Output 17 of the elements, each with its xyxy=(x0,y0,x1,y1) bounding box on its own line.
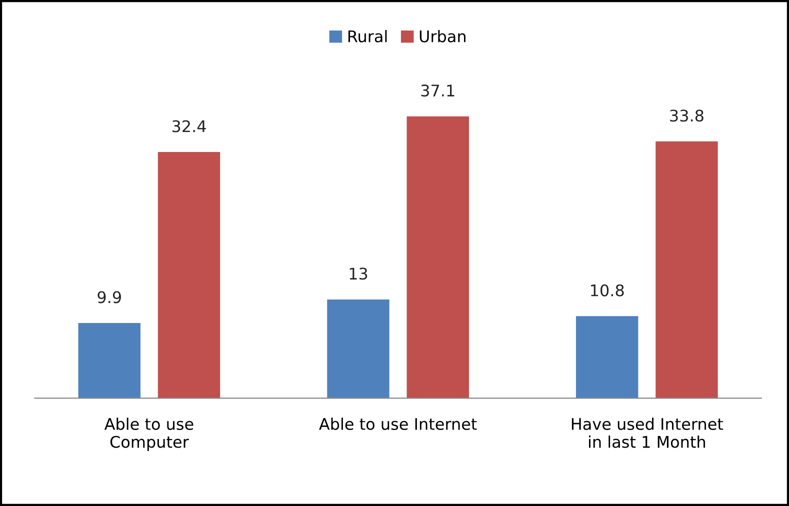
data-label: 13 xyxy=(350,268,368,280)
x-tick-label: Have used Internet in last 1 Month xyxy=(572,418,724,448)
bar xyxy=(78,323,140,398)
data-label: 33.8 xyxy=(670,110,704,122)
x-tick-label: Able to use Internet xyxy=(319,418,477,430)
data-label: 9.9 xyxy=(98,291,121,304)
bar xyxy=(576,316,638,398)
legend-label: Urban xyxy=(420,30,466,42)
bar xyxy=(158,152,220,398)
data-label: 10.8 xyxy=(591,284,624,296)
data-label: 32.4 xyxy=(172,120,206,132)
bar xyxy=(327,299,390,398)
bar xyxy=(406,116,469,398)
legend-label: Rural xyxy=(348,30,387,42)
data-label: 37.1 xyxy=(421,84,454,97)
bar xyxy=(656,141,718,398)
x-tick-label: Able to use Computer xyxy=(104,418,194,452)
